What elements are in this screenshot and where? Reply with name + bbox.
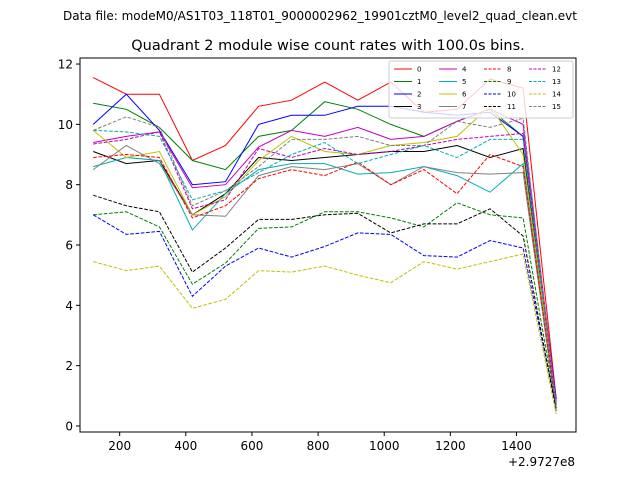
y-tick-label: 0 xyxy=(65,419,73,433)
series-line-8 xyxy=(93,153,557,408)
figure-suptitle: Data file: modeM0/AS1T03_118T01_90000029… xyxy=(63,9,577,23)
x-tick-label: 1400 xyxy=(501,439,532,453)
x-axis-offset-label: +2.9727e8 xyxy=(508,455,575,469)
axes-frame xyxy=(79,57,577,433)
legend-label-11: 11 xyxy=(507,103,516,111)
legend-label-4: 4 xyxy=(462,66,467,74)
legend-label-6: 6 xyxy=(462,91,467,99)
x-tick-label: 600 xyxy=(240,439,263,453)
y-axis: 0 2 4 6 8 10 12 xyxy=(58,58,80,433)
y-tick-label: 4 xyxy=(65,299,73,313)
y-tick-label: 6 xyxy=(65,239,73,253)
series-line-4 xyxy=(93,108,557,402)
series-line-12 xyxy=(93,131,557,405)
series-line-14 xyxy=(93,253,557,415)
y-tick-label: 2 xyxy=(65,359,73,373)
legend-label-0: 0 xyxy=(417,66,421,74)
x-tick-label: 1000 xyxy=(369,439,400,453)
x-axis: 200 400 600 800 1000 1200 1400 xyxy=(108,432,532,453)
series-line-5 xyxy=(93,156,557,405)
x-tick-label: 200 xyxy=(108,439,131,453)
x-tick-label: 800 xyxy=(307,439,330,453)
legend-label-9: 9 xyxy=(507,78,511,86)
legend-box xyxy=(388,60,574,119)
series-line-3 xyxy=(93,144,557,405)
series-line-7 xyxy=(92,144,557,411)
y-tick-label: 10 xyxy=(58,118,73,132)
legend-label-10: 10 xyxy=(507,91,516,99)
series-line-0 xyxy=(92,77,557,399)
chart-title: Quadrant 2 module wise count rates with … xyxy=(131,38,525,54)
legend-label-2: 2 xyxy=(417,91,421,99)
y-tick-label: 12 xyxy=(58,58,73,72)
series-line-11 xyxy=(93,194,557,411)
legend-label-3: 3 xyxy=(417,103,421,111)
legend-label-15: 15 xyxy=(552,103,561,111)
series-line-1 xyxy=(93,101,557,402)
series-line-6 xyxy=(92,105,557,405)
legend-label-13: 13 xyxy=(552,78,561,86)
series-line-10 xyxy=(92,214,557,409)
legend-label-5: 5 xyxy=(462,78,466,86)
legend-label-14: 14 xyxy=(552,91,561,99)
series-line-9 xyxy=(93,202,557,408)
plot-area xyxy=(92,77,557,415)
y-tick-label: 8 xyxy=(65,178,73,192)
legend-label-12: 12 xyxy=(552,66,561,74)
series-line-15 xyxy=(93,116,557,408)
x-tick-label: 1200 xyxy=(435,439,466,453)
x-tick-label: 400 xyxy=(174,439,197,453)
series-line-13 xyxy=(93,129,557,405)
legend-label-8: 8 xyxy=(507,66,511,74)
legend-label-1: 1 xyxy=(417,78,421,86)
legend-label-7: 7 xyxy=(462,103,466,111)
